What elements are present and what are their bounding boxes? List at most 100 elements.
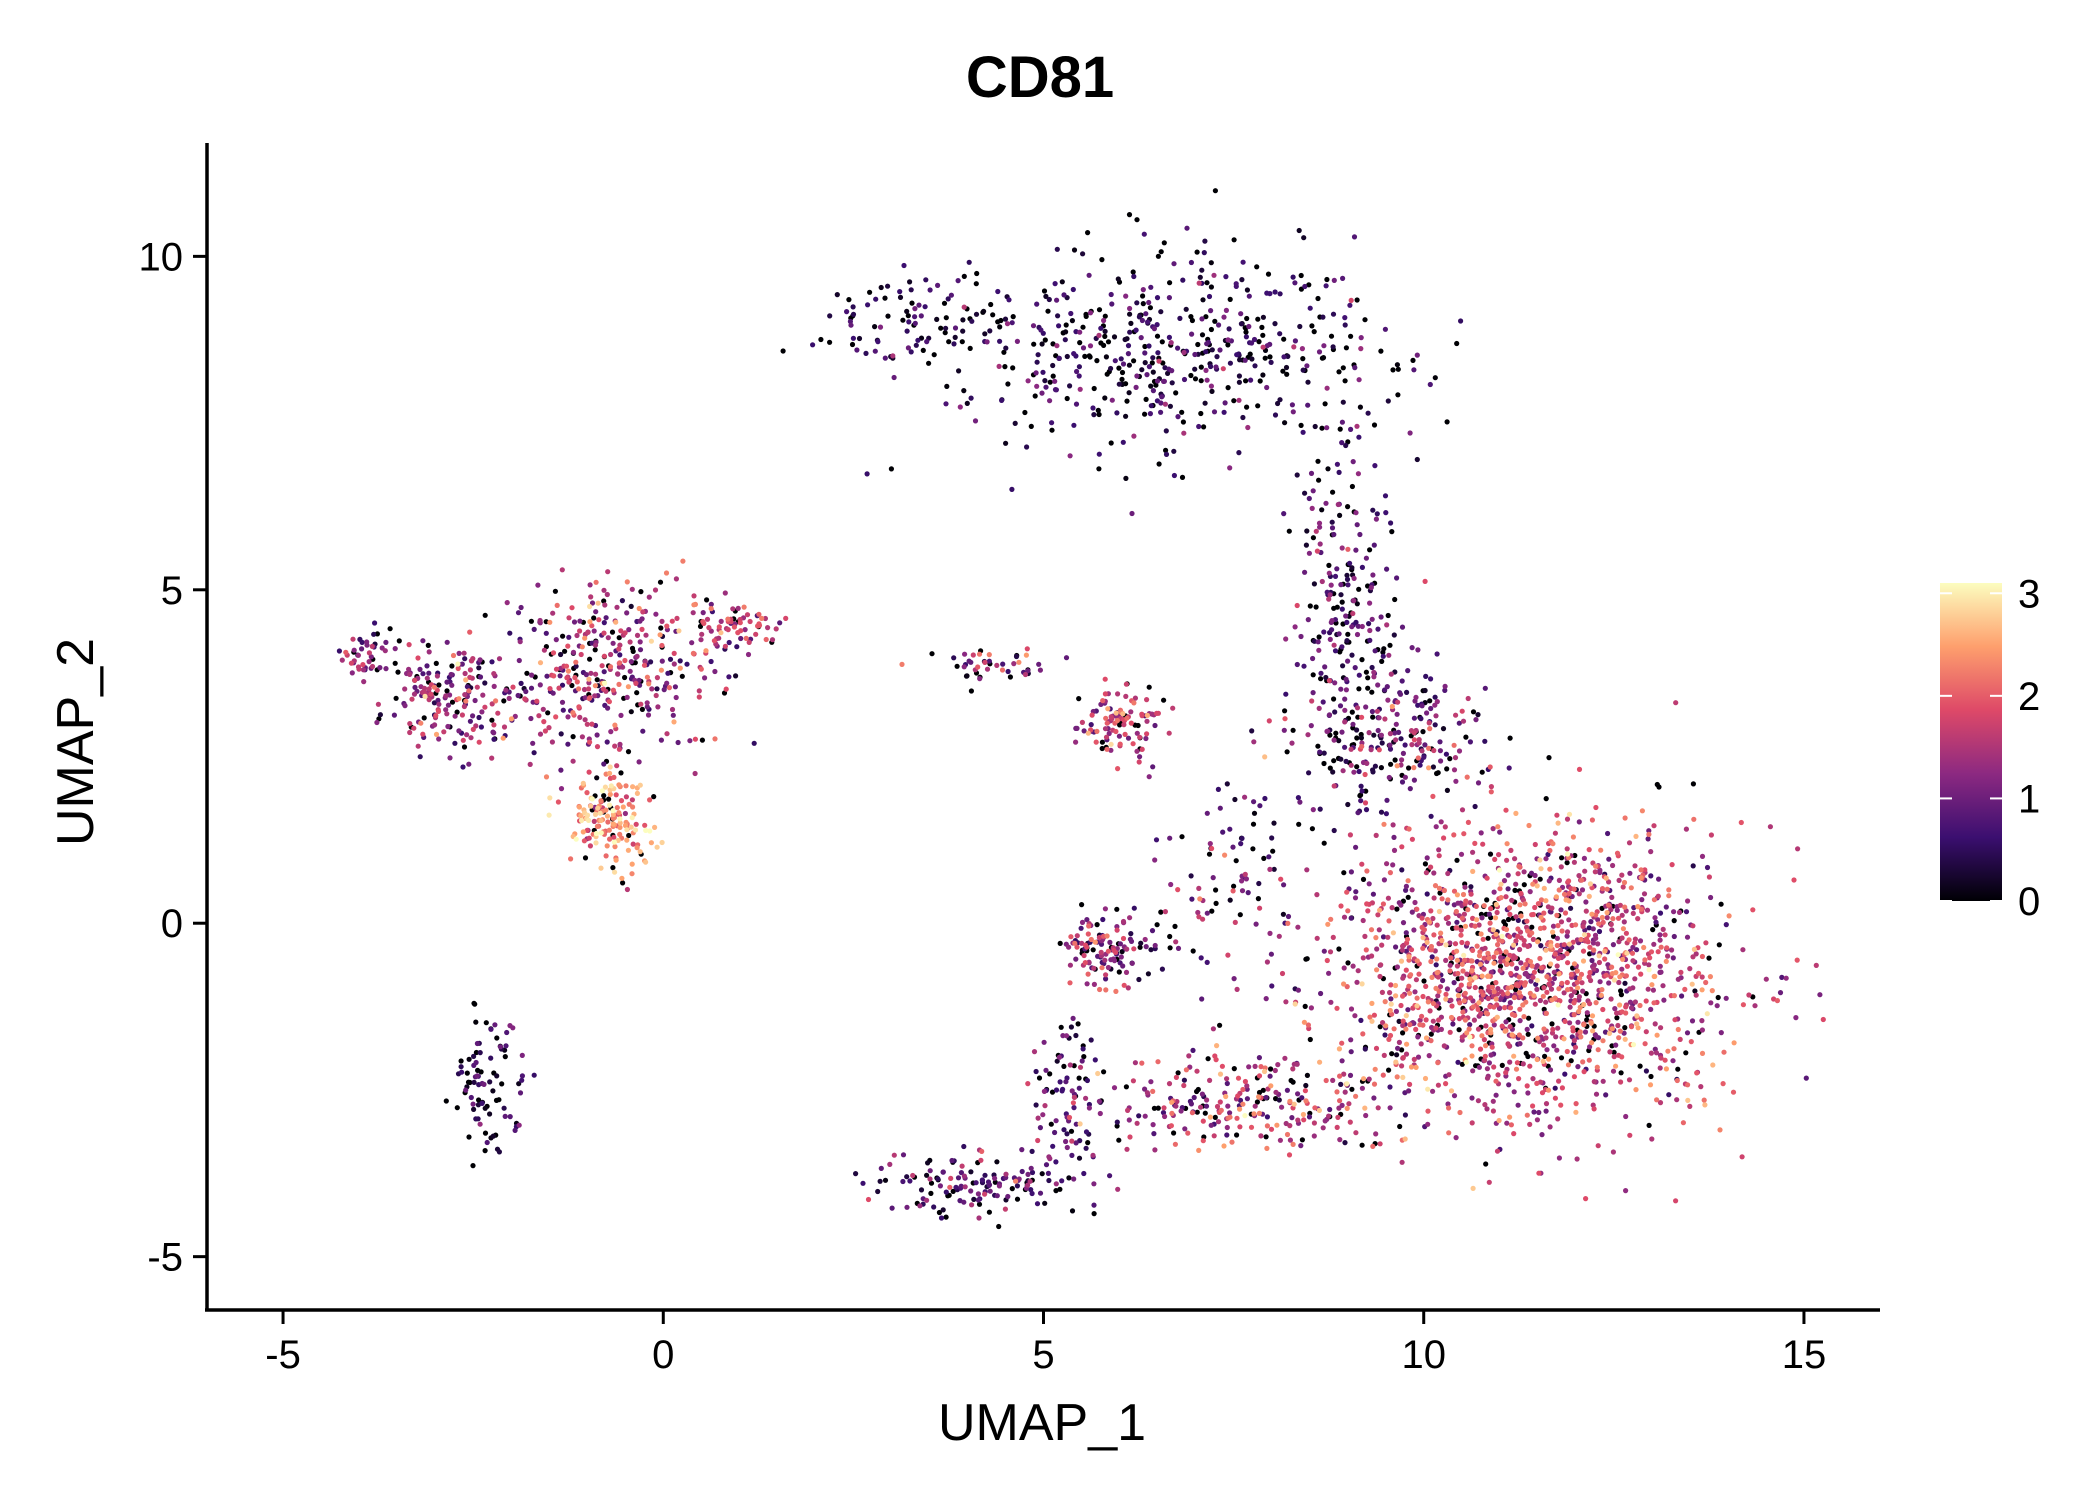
cell-point: [1091, 965, 1097, 971]
cell-point: [1124, 946, 1130, 952]
cell-point: [1470, 1068, 1476, 1074]
cell-point: [559, 682, 566, 688]
cell-point: [1583, 936, 1590, 942]
cell-point: [1116, 733, 1122, 739]
cell-point: [1169, 1099, 1175, 1105]
cell-point: [1133, 327, 1139, 333]
cell-point: [1322, 401, 1328, 407]
cell-point: [981, 308, 987, 314]
cell-point: [461, 744, 468, 750]
cell-point: [864, 471, 870, 477]
cell-point: [1029, 1190, 1035, 1197]
cell-point: [872, 348, 878, 354]
cell-point: [1375, 912, 1381, 918]
cell-point: [1623, 973, 1629, 979]
cell-point: [1367, 600, 1373, 606]
cell-point: [765, 625, 771, 631]
cell-point: [421, 689, 427, 696]
cell-point: [1609, 927, 1615, 933]
cell-point: [999, 667, 1006, 673]
cell-point: [617, 820, 623, 826]
cell-point: [1077, 1064, 1084, 1070]
cell-point: [1105, 948, 1111, 954]
cell-point: [1480, 936, 1486, 942]
cell-point: [617, 831, 623, 838]
cell-point: [1327, 765, 1333, 771]
cell-point: [1424, 891, 1430, 897]
cell-point: [646, 594, 652, 600]
cell-point: [1264, 1123, 1270, 1129]
cell-point: [490, 1088, 496, 1094]
cell-point: [1220, 829, 1226, 835]
cell-point: [607, 770, 613, 777]
cell-point: [1543, 796, 1549, 802]
cell-point: [731, 624, 738, 630]
cell-point: [1132, 695, 1138, 701]
cell-point: [1033, 1102, 1039, 1108]
cell-point: [1619, 1054, 1625, 1060]
cell-point: [1115, 1186, 1121, 1192]
cell-point: [1610, 916, 1616, 922]
cell-point: [1264, 959, 1270, 965]
cell-point: [990, 312, 996, 318]
cell-point: [482, 612, 488, 618]
cell-point: [1548, 961, 1554, 967]
cell-point: [1381, 877, 1387, 883]
cell-point: [1306, 770, 1312, 776]
cell-point: [1425, 999, 1431, 1005]
cell-point: [1162, 1113, 1168, 1120]
cell-point: [1272, 289, 1278, 295]
cell-point: [1167, 280, 1173, 286]
cell-point: [975, 1197, 982, 1203]
cell-point: [1637, 1002, 1643, 1009]
cell-point: [1555, 1116, 1561, 1122]
cell-point: [1000, 661, 1006, 667]
cell-point: [1294, 1061, 1300, 1067]
cell-point: [885, 283, 891, 289]
cell-point: [1530, 1053, 1536, 1059]
cell-point: [560, 633, 566, 639]
cell-point: [1264, 1145, 1270, 1151]
cell-point: [1597, 867, 1603, 873]
cell-point: [1507, 1059, 1513, 1065]
cell-point: [849, 341, 856, 348]
cell-point: [1372, 463, 1378, 469]
cell-point: [1071, 351, 1077, 357]
cell-point: [393, 695, 399, 701]
cell-point: [1300, 429, 1306, 435]
cell-point: [657, 632, 663, 638]
cell-point: [1496, 852, 1502, 858]
cell-point: [1316, 647, 1322, 653]
cell-point: [1315, 295, 1321, 302]
cell-point: [519, 1073, 526, 1079]
cell-point: [1138, 940, 1144, 946]
cell-point: [1558, 907, 1564, 913]
cell-point: [1345, 801, 1351, 808]
cell-point: [973, 311, 980, 317]
cell-point: [1393, 1008, 1399, 1015]
cell-point: [1269, 983, 1275, 989]
cell-point: [1708, 894, 1714, 901]
cell-point: [576, 804, 583, 810]
cell-point: [1487, 764, 1493, 770]
cell-point: [924, 339, 930, 345]
cell-point: [1264, 1114, 1270, 1120]
cell-point: [1459, 961, 1465, 967]
cell-point: [458, 1058, 464, 1064]
cell-point: [1217, 347, 1223, 353]
cell-point: [1182, 1126, 1188, 1132]
cell-point: [1068, 310, 1074, 317]
cell-point: [1511, 942, 1517, 948]
cell-point: [1418, 716, 1424, 722]
cell-point: [908, 349, 914, 355]
cell-point: [1395, 1045, 1401, 1051]
cell-point: [1339, 644, 1345, 650]
cell-point: [1369, 708, 1375, 715]
cell-point: [1066, 944, 1072, 950]
cell-point: [1196, 885, 1202, 892]
cell-point: [1419, 703, 1425, 709]
cell-point: [1308, 470, 1315, 476]
cell-point: [1095, 1070, 1101, 1077]
cell-point: [1124, 398, 1130, 404]
cell-point: [1025, 1171, 1031, 1177]
